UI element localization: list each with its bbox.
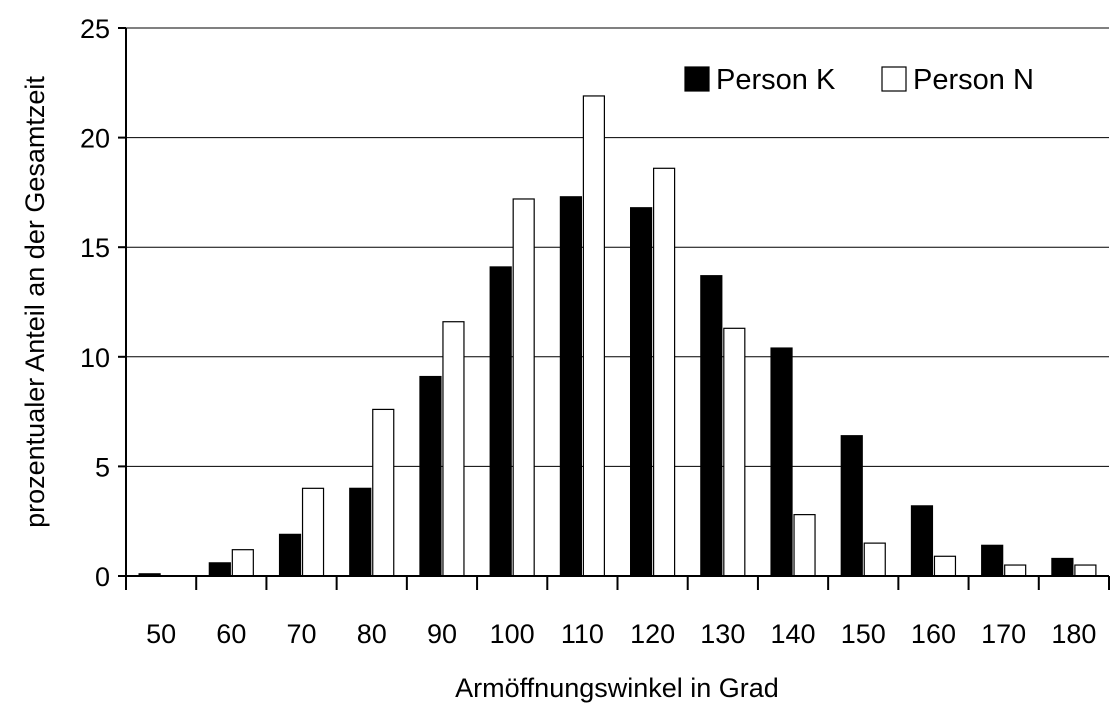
x-tick-label-140: 140 — [771, 619, 816, 649]
legend-label-person-n: Person N — [913, 64, 1034, 96]
x-tick-label-100: 100 — [490, 619, 535, 649]
y-tick-label-15: 15 — [80, 233, 110, 263]
bar-person-k-130 — [700, 275, 723, 577]
bar-person-n-130 — [723, 327, 746, 577]
tick-labels: 0 5 10 15 20 25 50 60 70 80 90 100 110 120 130 140 150 16… — [80, 14, 1096, 649]
x-axis-title: Armöffnungswinkel in Grad — [455, 673, 779, 703]
legend-swatch-person-k — [684, 66, 710, 92]
x-tick-label-170: 170 — [981, 619, 1026, 649]
axes — [118, 27, 1110, 590]
x-tick-label-110: 110 — [561, 619, 604, 649]
bar-person-n-110 — [582, 95, 605, 577]
y-tick-label-25: 25 — [80, 14, 110, 44]
bar-person-k-80 — [349, 487, 372, 577]
x-tick-label-130: 130 — [700, 619, 745, 649]
bar-person-n-180 — [1074, 564, 1097, 577]
x-tick-label-150: 150 — [841, 619, 886, 649]
bar-person-n-150 — [863, 542, 886, 577]
bar-person-n-80 — [372, 408, 395, 577]
y-tick-label-20: 20 — [80, 124, 110, 154]
legend-label-person-k: Person K — [716, 64, 836, 96]
x-tick-label-120: 120 — [630, 619, 675, 649]
legend: Person K Person N — [684, 64, 1034, 96]
bar-person-k-110 — [559, 196, 582, 577]
bar-person-k-160 — [910, 505, 934, 577]
bar-person-k-100 — [489, 266, 512, 577]
y-axis-title: prozentualer Anteil an der Gesamtzeit — [20, 76, 50, 528]
bar-person-k-170 — [981, 544, 1004, 577]
bar-person-k-180 — [1051, 557, 1074, 577]
x-tick-label-60: 60 — [216, 619, 246, 649]
bar-person-n-70 — [301, 487, 325, 577]
bar-person-k-120 — [630, 207, 653, 577]
legend-swatch-person-n — [881, 66, 907, 92]
bar-person-k-70 — [278, 533, 302, 577]
bar-person-n-100 — [512, 198, 535, 577]
bar-person-n-140 — [793, 514, 816, 577]
bars — [138, 95, 1097, 577]
bar-person-n-60 — [231, 549, 254, 577]
y-tick-label-10: 10 — [80, 343, 110, 373]
x-tick-label-50: 50 — [146, 619, 176, 649]
bar-person-n-160 — [933, 555, 957, 577]
bar-person-n-120 — [653, 167, 676, 577]
bar-person-k-150 — [840, 435, 863, 577]
x-tick-label-70: 70 — [287, 619, 317, 649]
bar-person-n-170 — [1004, 564, 1027, 577]
gridlines — [126, 27, 1109, 467]
x-tick-label-180: 180 — [1051, 619, 1096, 649]
x-tick-label-160: 160 — [911, 619, 956, 649]
y-tick-label-0: 0 — [95, 562, 110, 592]
bar-person-k-60 — [208, 562, 231, 577]
y-tick-label-5: 5 — [95, 452, 110, 482]
bar-person-n-90 — [442, 321, 465, 577]
bar-person-k-140 — [770, 347, 793, 577]
x-tick-label-80: 80 — [357, 619, 387, 649]
bar-person-k-90 — [419, 375, 442, 577]
x-tick-label-90: 90 — [427, 619, 457, 649]
